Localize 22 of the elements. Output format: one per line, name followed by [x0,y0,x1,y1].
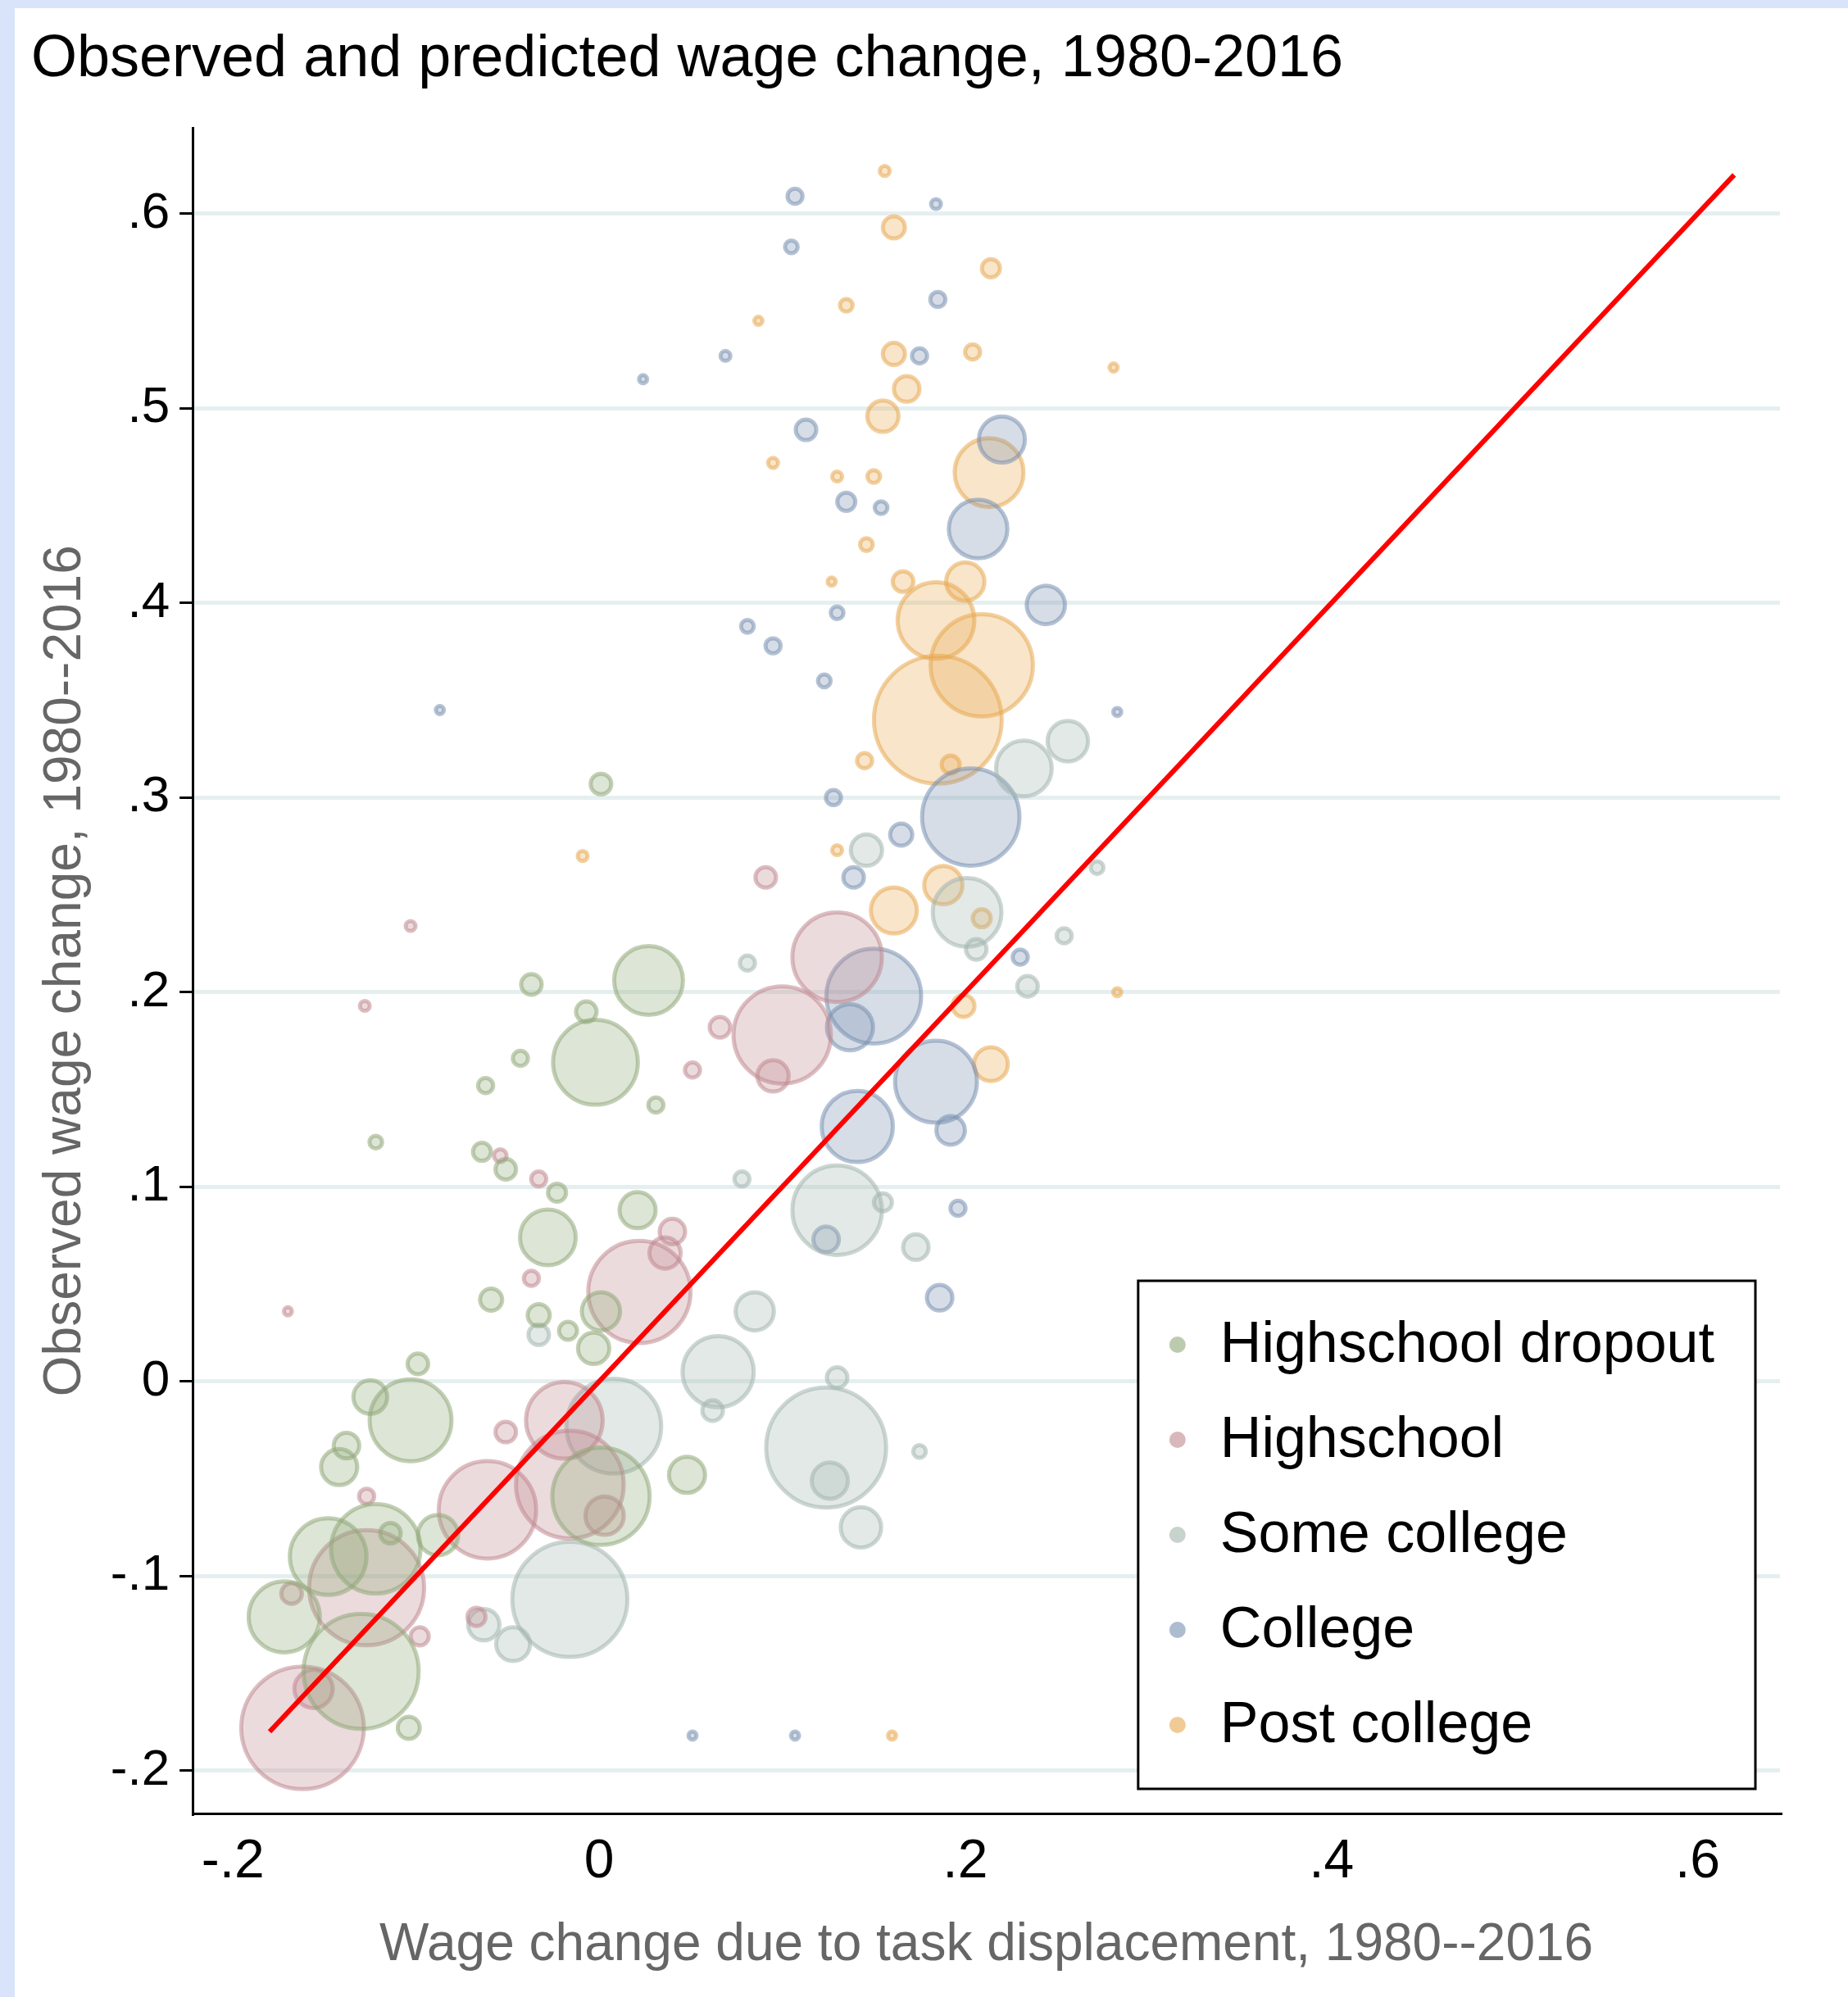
y-tick-label: .5 [127,376,170,433]
x-tick-label: -.2 [201,1827,265,1889]
y-tick-label: .6 [127,181,170,238]
y-tick-label: .2 [127,960,170,1017]
x-axis-title: Wage change due to task displacement, 1980--2016 [379,1913,1594,1972]
legend-label: Post college [1219,1691,1533,1755]
x-tick-label: .2 [942,1827,988,1889]
x-tick-label: 0 [583,1827,615,1889]
legend-label: Highschool dropout [1219,1310,1714,1375]
y-tick-label: -.1 [110,1544,170,1601]
x-tick-label: .6 [1674,1827,1720,1889]
chart-title: Observed and predicted wage change, 1980-2016 [31,23,1344,89]
y-tick-label: .4 [127,570,170,628]
y-tick-label: .3 [127,765,170,823]
legend-label: Highschool [1219,1405,1505,1470]
y-axis-title: Observed wage change, 1980--2016 [33,545,93,1397]
legend-label: College [1219,1595,1415,1660]
y-tick-label: 0 [141,1349,170,1406]
y-tick-label: .1 [127,1155,170,1212]
legend-label: Some college [1219,1500,1568,1565]
y-tick-label: -.2 [110,1738,170,1795]
x-tick-label: .4 [1309,1827,1355,1889]
